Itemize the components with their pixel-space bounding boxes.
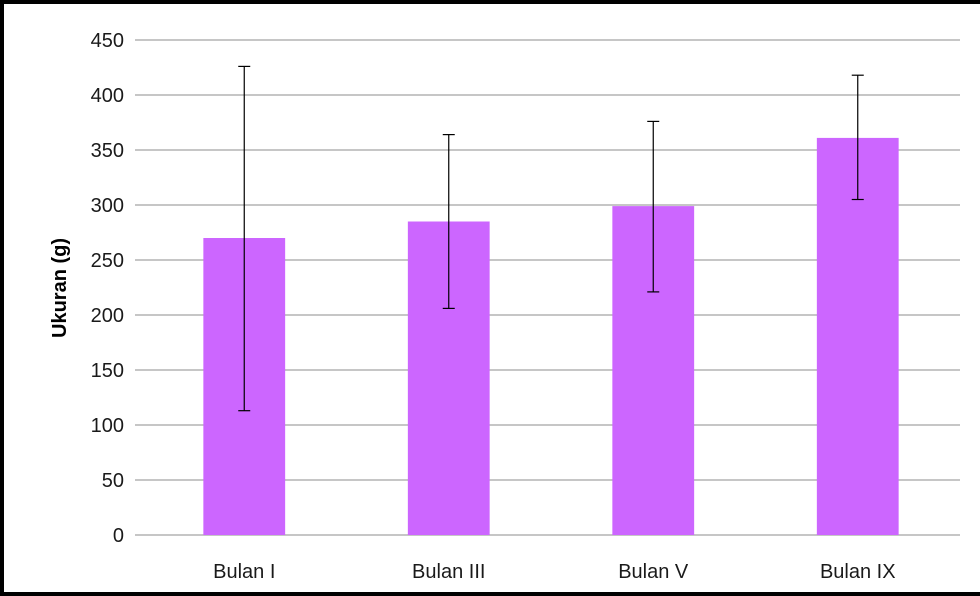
y-tick-label: 450 (91, 30, 124, 52)
bar (816, 137, 899, 535)
x-category-label: Bulan V (618, 561, 689, 583)
y-tick-label: 200 (91, 305, 124, 327)
x-category-label: Bulan IX (820, 561, 896, 583)
y-tick-label: 350 (91, 140, 124, 162)
y-axis-title: Ukuran (g) (49, 238, 71, 338)
bars (203, 137, 899, 535)
error-bars (238, 65, 864, 412)
y-tick-label: 150 (91, 360, 124, 382)
x-category-label: Bulan I (213, 561, 275, 583)
y-tick-label: 100 (91, 415, 124, 437)
x-category-label: Bulan III (412, 561, 485, 583)
y-tick-label: 400 (91, 85, 124, 107)
y-tick-label: 250 (91, 250, 124, 272)
y-tick-label: 0 (113, 525, 124, 547)
x-axis-category-labels: Bulan I Bulan III Bulan V Bulan IX (213, 561, 895, 583)
y-tick-label: 50 (102, 470, 124, 492)
y-axis-tick-labels: 0 50 100 150 200 250 300 350 400 450 (91, 30, 124, 547)
y-tick-label: 300 (91, 195, 124, 217)
